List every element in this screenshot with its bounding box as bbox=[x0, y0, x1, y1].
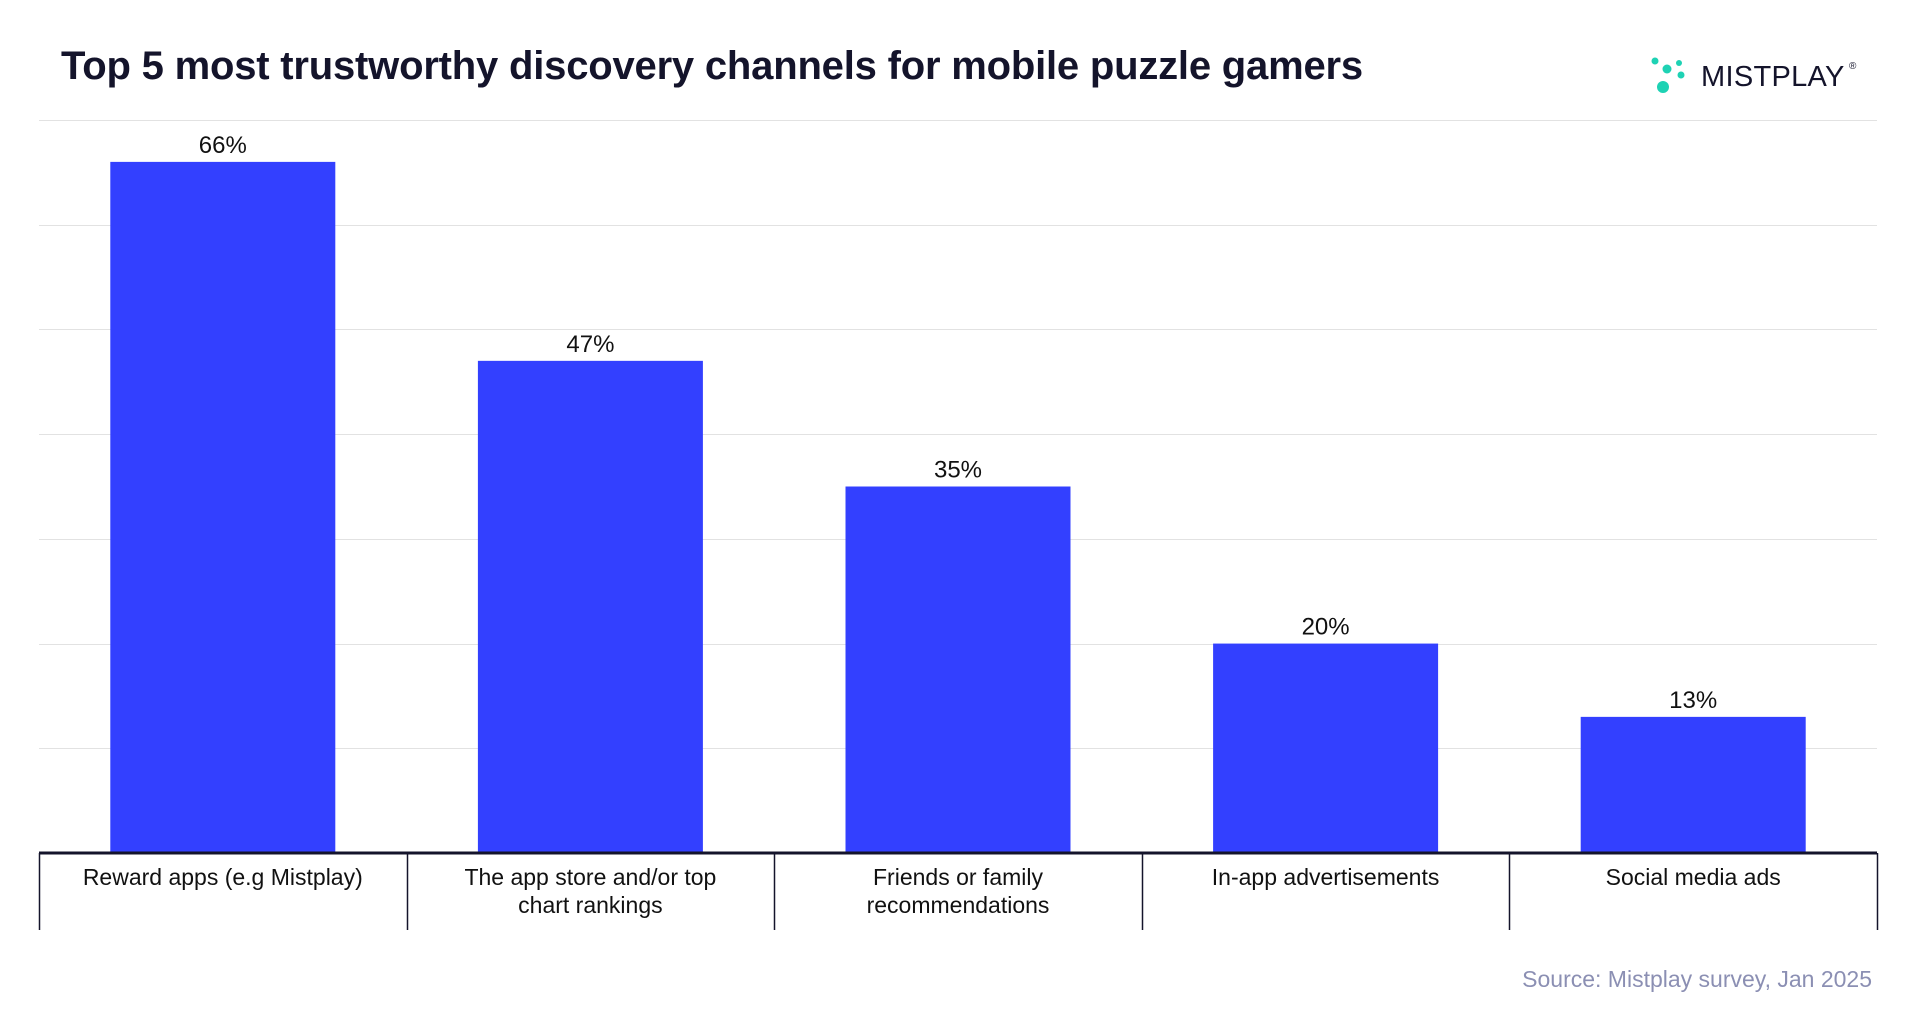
bar-value-label: 35% bbox=[934, 457, 982, 484]
bar-value-label: 13% bbox=[1669, 687, 1717, 714]
bar-value-label: 20% bbox=[1302, 614, 1350, 641]
category-tick-label: The app store and/or top bbox=[464, 864, 716, 890]
bar-value-label: 47% bbox=[566, 331, 614, 358]
category-tick-label: In-app advertisements bbox=[1212, 864, 1440, 890]
bar-value-label: 66% bbox=[199, 132, 247, 159]
mistplay-dots-icon bbox=[1651, 57, 1685, 93]
category-tick-label: Social media ads bbox=[1606, 864, 1781, 890]
bar bbox=[845, 486, 1071, 853]
bar bbox=[110, 161, 336, 853]
source-note: Source: Mistplay survey, Jan 2025 bbox=[1522, 966, 1872, 992]
bar bbox=[1580, 716, 1806, 853]
registered-mark: ® bbox=[1849, 60, 1857, 72]
bar bbox=[1213, 643, 1439, 853]
category-tick-label: chart rankings bbox=[518, 892, 662, 918]
category-tick-label: recommendations bbox=[867, 892, 1050, 918]
mistplay-logo: MISTPLAY ® bbox=[1651, 54, 1857, 100]
category-tick-label: Friends or family bbox=[873, 864, 1043, 890]
chart-title: Top 5 most trustworthy discovery channel… bbox=[61, 44, 1363, 88]
bar bbox=[477, 360, 703, 853]
logo-wordmark: MISTPLAY ® bbox=[1701, 60, 1857, 93]
category-tick-label: Reward apps (e.g Mistplay) bbox=[83, 864, 363, 890]
